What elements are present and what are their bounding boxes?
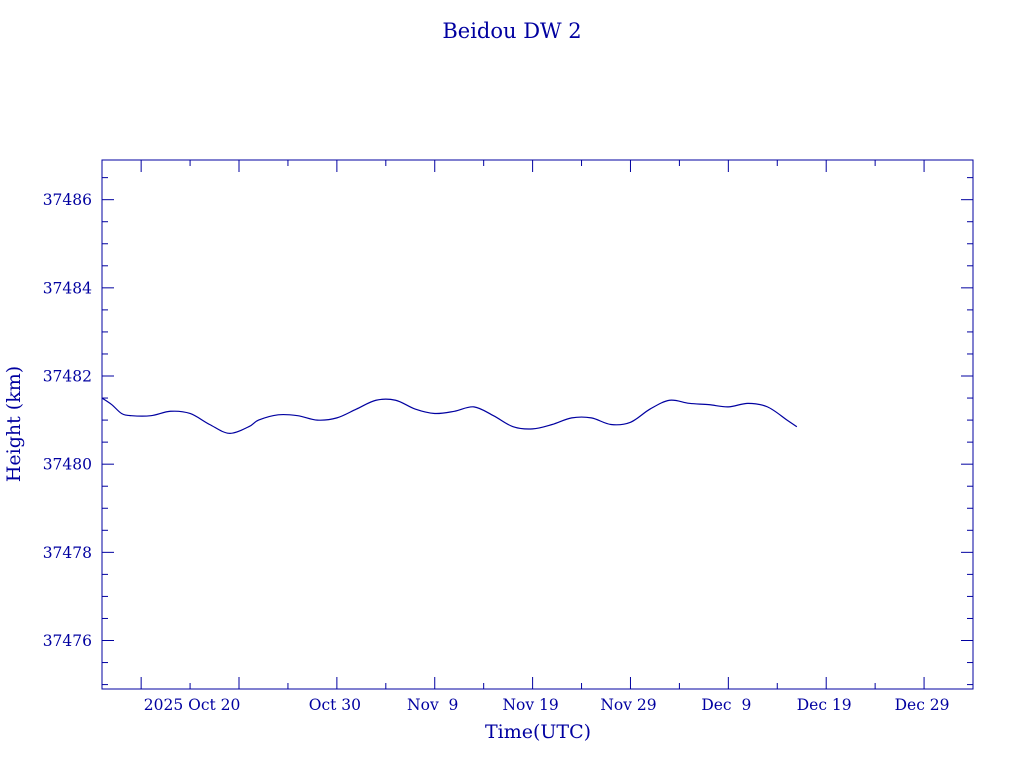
axis-tick-labels: 37476 37478 37480 37482 37484 37486 2025 Oct 2…	[43, 191, 950, 714]
x-tick-label: Nov 19	[502, 696, 558, 714]
x-axis-label: Time(UTC)	[485, 721, 591, 743]
plot-frame	[101, 159, 974, 690]
x-tick-label: Dec 29	[895, 696, 950, 714]
x-tick-label: Oct 30	[309, 696, 361, 714]
chart-title: Beidou DW 2	[442, 19, 581, 43]
x-tick-label: Dec 19	[797, 696, 852, 714]
y-tick-label: 37478	[43, 544, 92, 562]
y-axis-label: Height (km)	[3, 366, 25, 482]
y-tick-label: 37482	[43, 368, 92, 386]
y-tick-label: 37476	[43, 632, 92, 650]
x-tick-label: Dec 9	[701, 696, 751, 714]
x-tick-label: 2025 Oct 20	[144, 696, 241, 714]
series-line	[101, 397, 798, 434]
x-tick-label: Nov 9	[407, 696, 458, 714]
y-tick-label: 37486	[43, 191, 92, 209]
y-tick-label: 37484	[43, 279, 92, 297]
x-tick-label: Nov 29	[600, 696, 656, 714]
axis-ticks	[102, 160, 974, 689]
y-tick-label: 37480	[43, 456, 92, 474]
